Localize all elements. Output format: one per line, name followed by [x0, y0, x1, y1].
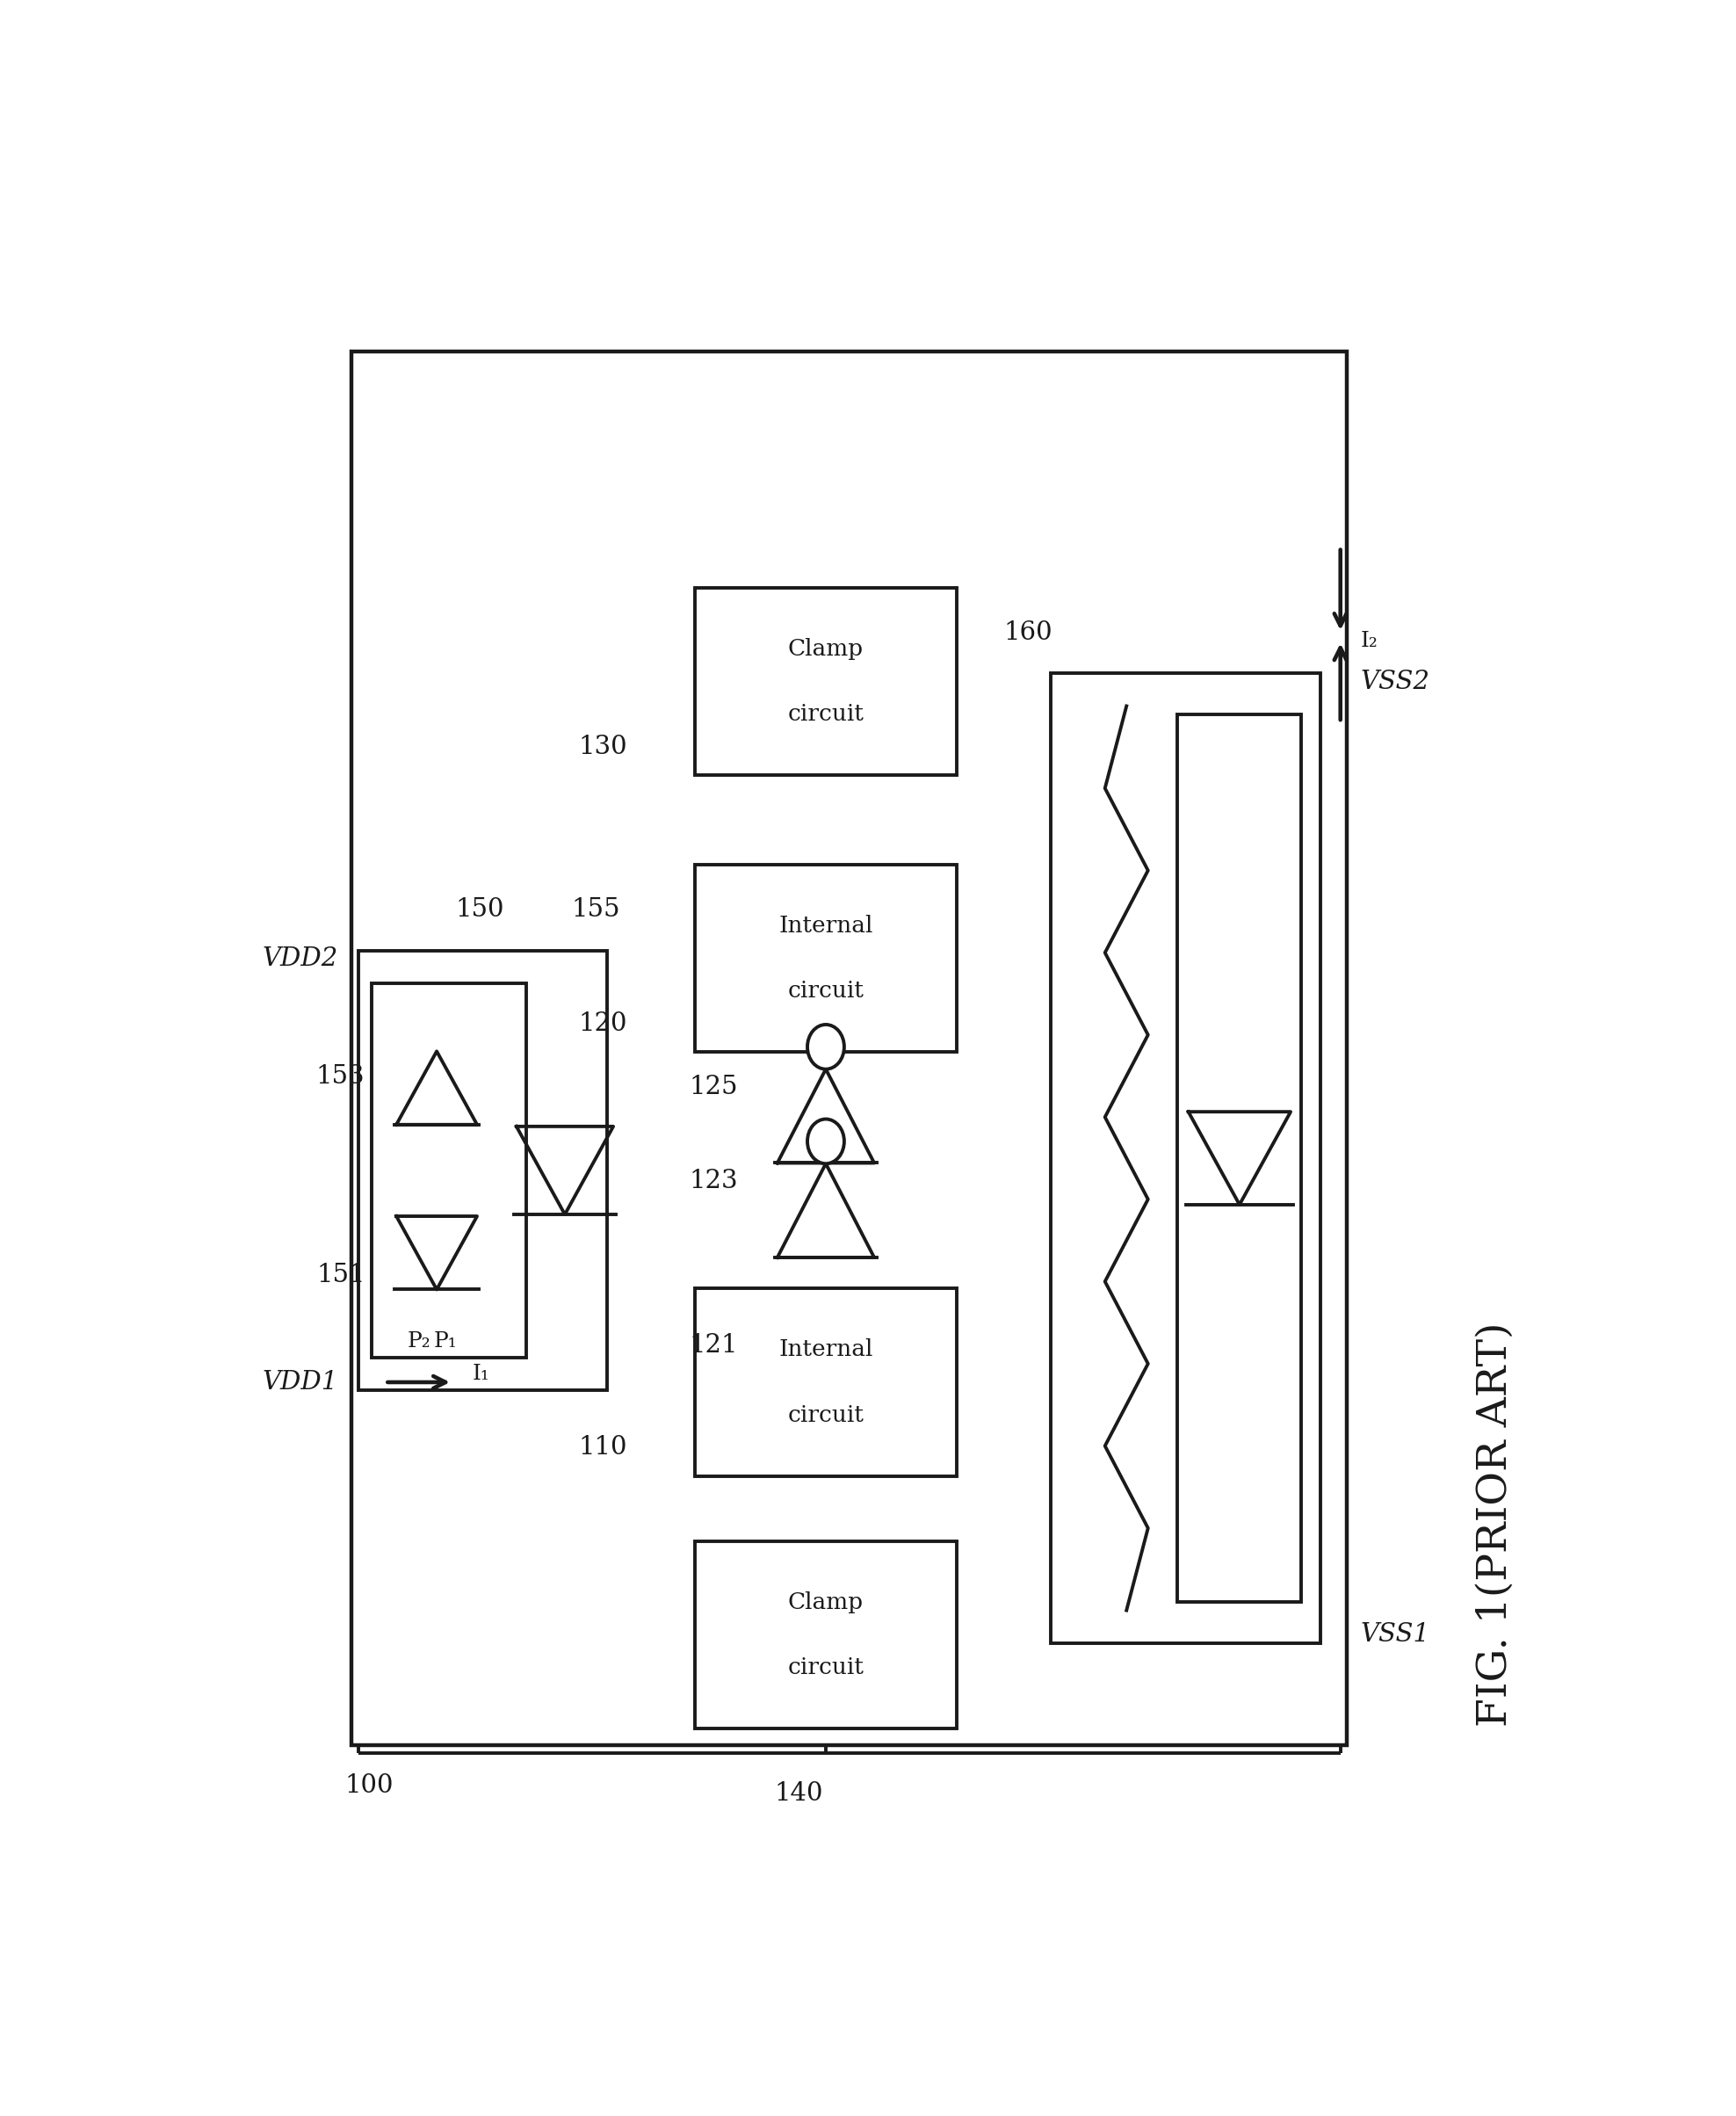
Bar [694, 865, 957, 1052]
Text: circuit: circuit [788, 703, 865, 726]
Text: circuit: circuit [788, 1403, 865, 1426]
Text: Clamp: Clamp [788, 639, 863, 660]
Text: 125: 125 [689, 1075, 738, 1098]
Text: 155: 155 [571, 897, 620, 923]
Text: 160: 160 [1003, 620, 1054, 645]
Bar [694, 1540, 957, 1729]
Bar [358, 950, 608, 1390]
Bar [694, 1289, 957, 1477]
Text: 123: 123 [689, 1168, 738, 1193]
Bar [351, 351, 1347, 1746]
Text: 150: 150 [457, 897, 505, 923]
Text: 120: 120 [578, 1011, 627, 1037]
Circle shape [807, 1119, 844, 1164]
Bar [372, 984, 526, 1358]
Text: VSS1: VSS1 [1361, 1623, 1430, 1646]
Bar [694, 588, 957, 774]
Text: VDD2: VDD2 [262, 946, 339, 971]
Text: 110: 110 [578, 1435, 627, 1460]
Circle shape [807, 1024, 844, 1069]
Text: Internal: Internal [779, 914, 873, 937]
Bar [1177, 715, 1302, 1602]
Text: Internal: Internal [779, 1339, 873, 1361]
Bar [1052, 673, 1321, 1642]
Text: P₁: P₁ [434, 1331, 458, 1352]
Text: 100: 100 [345, 1773, 394, 1799]
Text: circuit: circuit [788, 1657, 865, 1678]
Text: 153: 153 [316, 1064, 365, 1090]
Text: 140: 140 [774, 1782, 823, 1805]
Text: FIG. 1(PRIOR ART): FIG. 1(PRIOR ART) [1476, 1322, 1516, 1727]
Text: P₂: P₂ [406, 1331, 431, 1352]
Text: 121: 121 [689, 1333, 738, 1358]
Text: I₁: I₁ [472, 1365, 490, 1384]
Text: 130: 130 [578, 734, 627, 760]
Text: Clamp: Clamp [788, 1591, 863, 1612]
Text: VDD1: VDD1 [262, 1369, 339, 1394]
Text: VSS2: VSS2 [1361, 669, 1430, 694]
Text: circuit: circuit [788, 980, 865, 1003]
Text: 151: 151 [316, 1263, 365, 1289]
Text: I₂: I₂ [1361, 631, 1378, 652]
